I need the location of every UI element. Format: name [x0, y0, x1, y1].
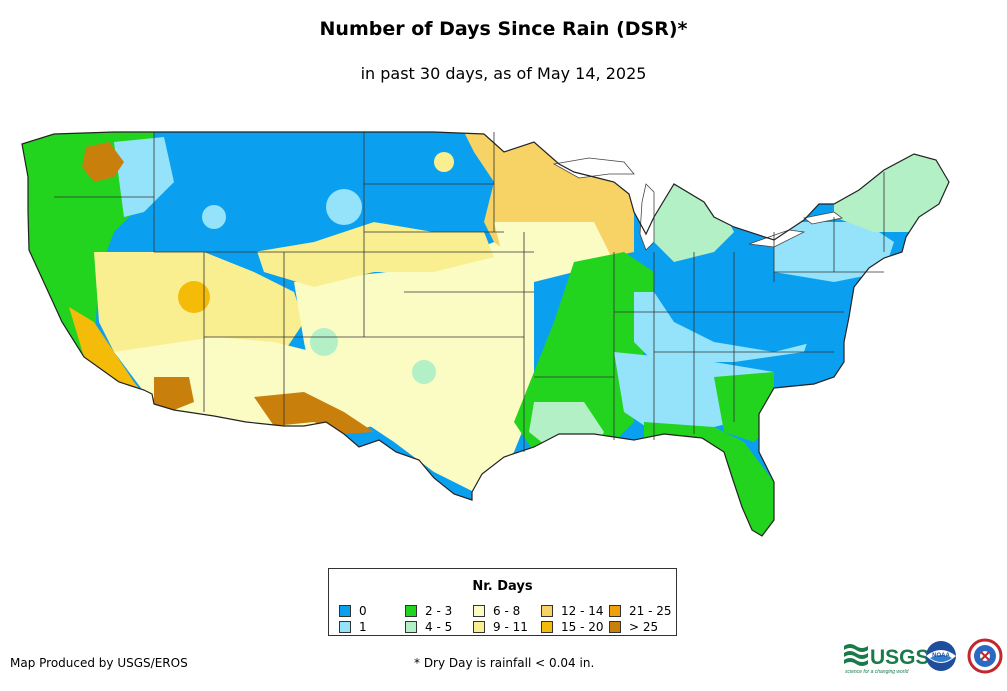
legend-item: 6 - 8 — [473, 603, 541, 619]
legend-swatch — [405, 605, 417, 617]
legend-swatch — [609, 621, 621, 633]
legend-item: 4 - 5 — [405, 619, 473, 635]
legend-swatch — [473, 621, 485, 633]
dsr-map — [21, 131, 950, 537]
map-title: Number of Days Since Rain (DSR)* — [319, 18, 688, 40]
legend-item: > 25 — [609, 619, 669, 635]
patch-2 — [202, 205, 226, 229]
legend-swatch — [541, 621, 553, 633]
region-new-england — [834, 142, 949, 232]
region-oregon-brown — [82, 142, 124, 182]
patch-6 — [178, 281, 210, 313]
usgs-logo: USGS science for a changing world — [844, 644, 930, 675]
legend-item: 21 - 25 — [609, 603, 672, 619]
legend: Nr. Days 0 1 2 - 3 4 - 5 6 - 8 9 - 11 12 - 14 1… — [328, 568, 677, 636]
patch-1 — [326, 189, 362, 225]
patch-7 — [560, 338, 588, 366]
region-northern-plains — [164, 132, 514, 252]
patch-5 — [412, 360, 436, 384]
lake-ontario — [803, 211, 843, 225]
region-socal-orange — [69, 307, 154, 407]
lake-michigan — [639, 183, 655, 251]
usgs-tagline: science for a changing world — [845, 669, 909, 675]
region-az-brown — [154, 377, 194, 410]
nws-logo-icon — [967, 638, 1003, 674]
legend-label: 4 - 5 — [425, 620, 453, 634]
legend-label: > 25 — [629, 620, 659, 634]
legend-item: 12 - 14 — [541, 603, 609, 619]
legend-label: 21 - 25 — [629, 604, 672, 618]
logo-strip: USGS science for a changing world NOAA — [844, 638, 1003, 675]
noaa-logo-icon: NOAA — [926, 641, 956, 671]
legend-item: 1 — [339, 619, 405, 635]
legend-swatch — [541, 605, 553, 617]
map-credit: Map Produced by USGS/EROS — [10, 656, 188, 670]
patch-3 — [434, 152, 454, 172]
legend-swatch — [609, 605, 621, 617]
legend-label: 6 - 8 — [493, 604, 521, 618]
lake-superior — [552, 157, 635, 179]
legend-label: 12 - 14 — [561, 604, 604, 618]
legend-item: 15 - 20 — [541, 619, 609, 635]
legend-swatch — [339, 621, 351, 633]
noaa-wordmark: NOAA — [932, 653, 950, 659]
legend-swatch — [339, 605, 351, 617]
usgs-wordmark: USGS — [870, 646, 930, 669]
legend-item: 9 - 11 — [473, 619, 541, 635]
agency-logos: USGS science for a changing world NOAA — [840, 636, 1005, 686]
legend-label: 2 - 3 — [425, 604, 453, 618]
legend-item: 2 - 3 — [405, 603, 473, 619]
patch-8 — [702, 280, 726, 304]
legend-swatch — [473, 605, 485, 617]
legend-label: 1 — [359, 620, 367, 634]
legend-item: 0 — [339, 603, 405, 619]
map-subtitle: in past 30 days, as of May 14, 2025 — [360, 64, 647, 83]
state-boundaries — [54, 132, 885, 452]
legend-label: 15 - 20 — [561, 620, 604, 634]
legend-label: 9 - 11 — [493, 620, 528, 634]
legend-grid: 0 1 2 - 3 4 - 5 6 - 8 9 - 11 12 - 14 15 - 20 21 … — [339, 603, 672, 635]
legend-swatch — [405, 621, 417, 633]
footnote: * Dry Day is rainfall < 0.04 in. — [414, 656, 595, 670]
legend-title: Nr. Days — [472, 579, 533, 594]
legend-label: 0 — [359, 604, 367, 618]
patch-4 — [310, 328, 338, 356]
